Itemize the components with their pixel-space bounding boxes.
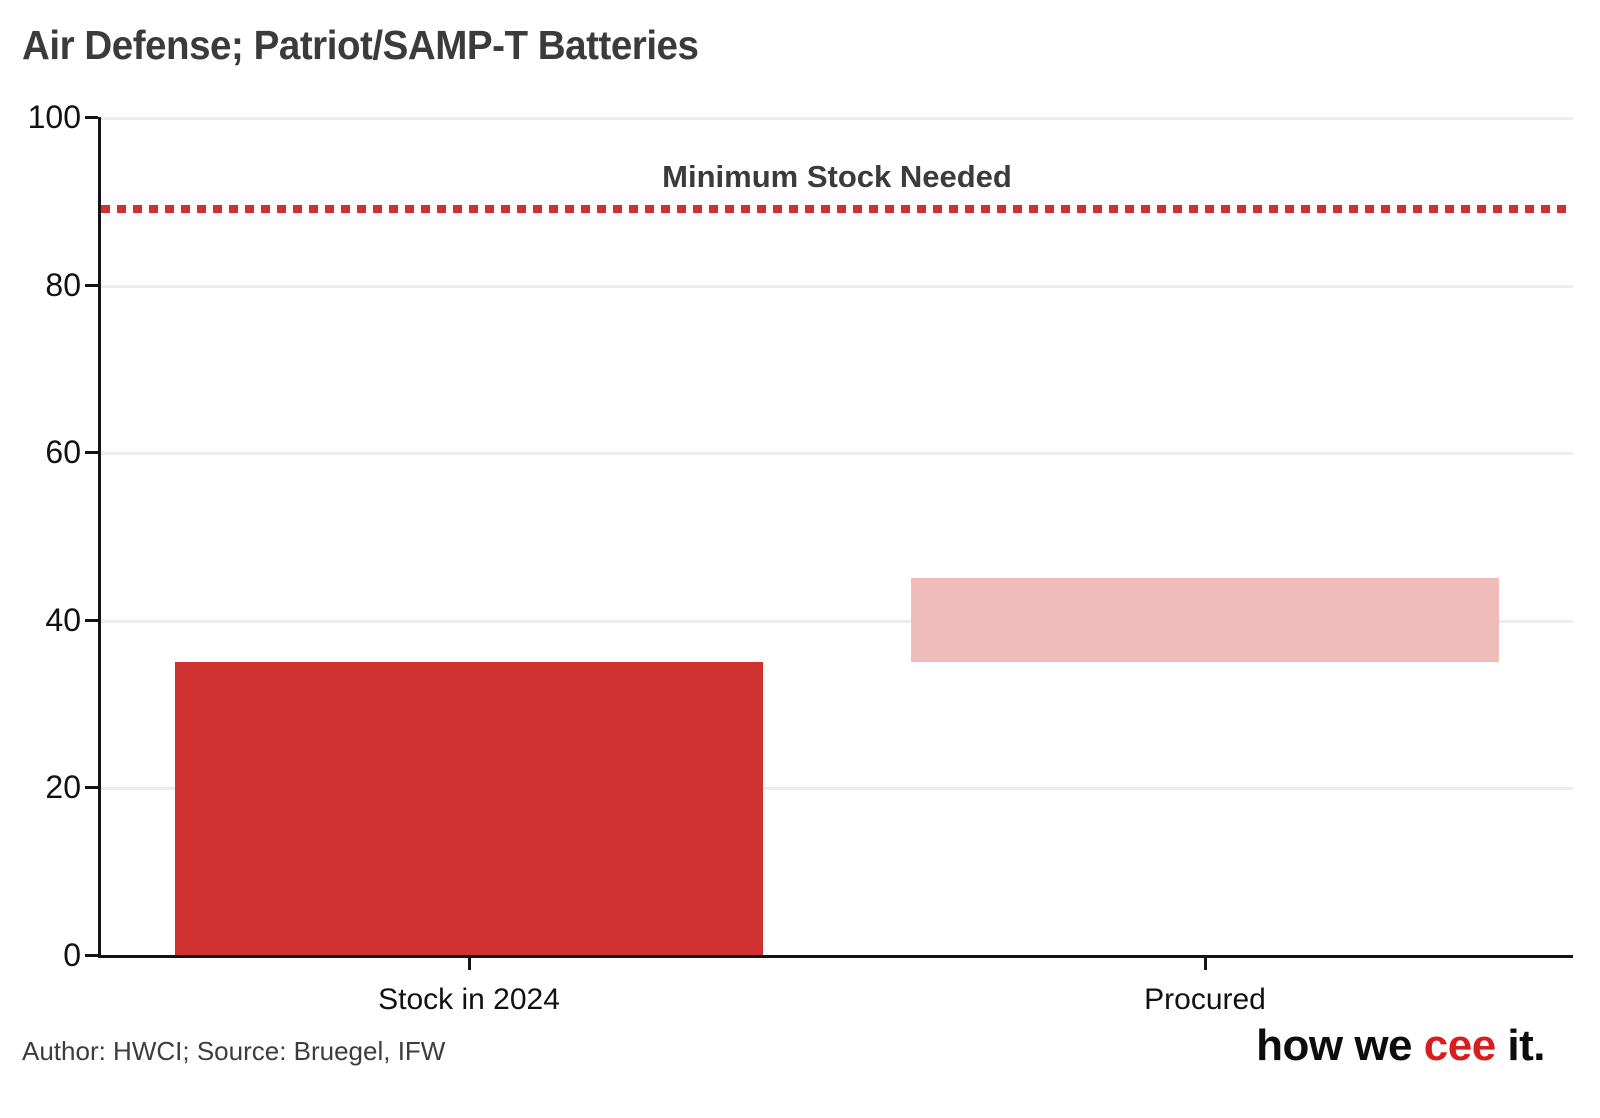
x-axis-tick-0: [467, 958, 471, 970]
logo-text-right: it.: [1495, 1021, 1545, 1070]
y-axis-tick-60: [85, 451, 98, 455]
y-axis-label-20: 20: [45, 769, 81, 806]
y-axis-label-60: 60: [45, 434, 81, 471]
y-axis-tick-40: [85, 618, 98, 622]
y-axis-tick-20: [85, 786, 98, 790]
x-axis-label-0: Stock in 2024: [378, 983, 560, 1016]
bar-stock-in-2024: [174, 661, 764, 955]
footer-credit: Author: HWCI; Source: Bruegel, IFW: [22, 1036, 446, 1066]
y-axis-tick-100: [85, 116, 98, 119]
reference-line-label: Minimum Stock Needed: [662, 159, 1012, 195]
gridline-y80: [101, 284, 1573, 288]
reference-line: [101, 205, 1566, 214]
gridline-y40: [101, 619, 1573, 623]
gridline-y20: [101, 787, 1573, 791]
gridline-y60: [101, 452, 1573, 456]
y-axis-label-80: 80: [45, 266, 81, 303]
x-axis-tick-1: [1203, 958, 1207, 970]
gridline-y100: [101, 117, 1573, 120]
plot-area: Minimum Stock Needed 0 20 40 60 80 100 Stock i…: [28, 100, 1573, 1016]
logo-text-accent: cee: [1423, 1021, 1496, 1070]
x-axis-label-1: Procured: [1144, 983, 1266, 1016]
logo-text-left: how we: [1256, 1021, 1424, 1070]
y-axis-label-100: 100: [27, 99, 81, 135]
y-axis-label-40: 40: [45, 601, 81, 638]
chart-title: Air Defense; Patriot/SAMP-T Batteries: [22, 22, 699, 68]
y-axis-tick-80: [85, 283, 98, 287]
y-axis-label-0: 0: [63, 937, 81, 973]
bar-procured: [910, 577, 1500, 662]
brand-logo: how we cee it.: [1256, 1021, 1545, 1071]
y-axis-tick-0: [85, 954, 98, 957]
